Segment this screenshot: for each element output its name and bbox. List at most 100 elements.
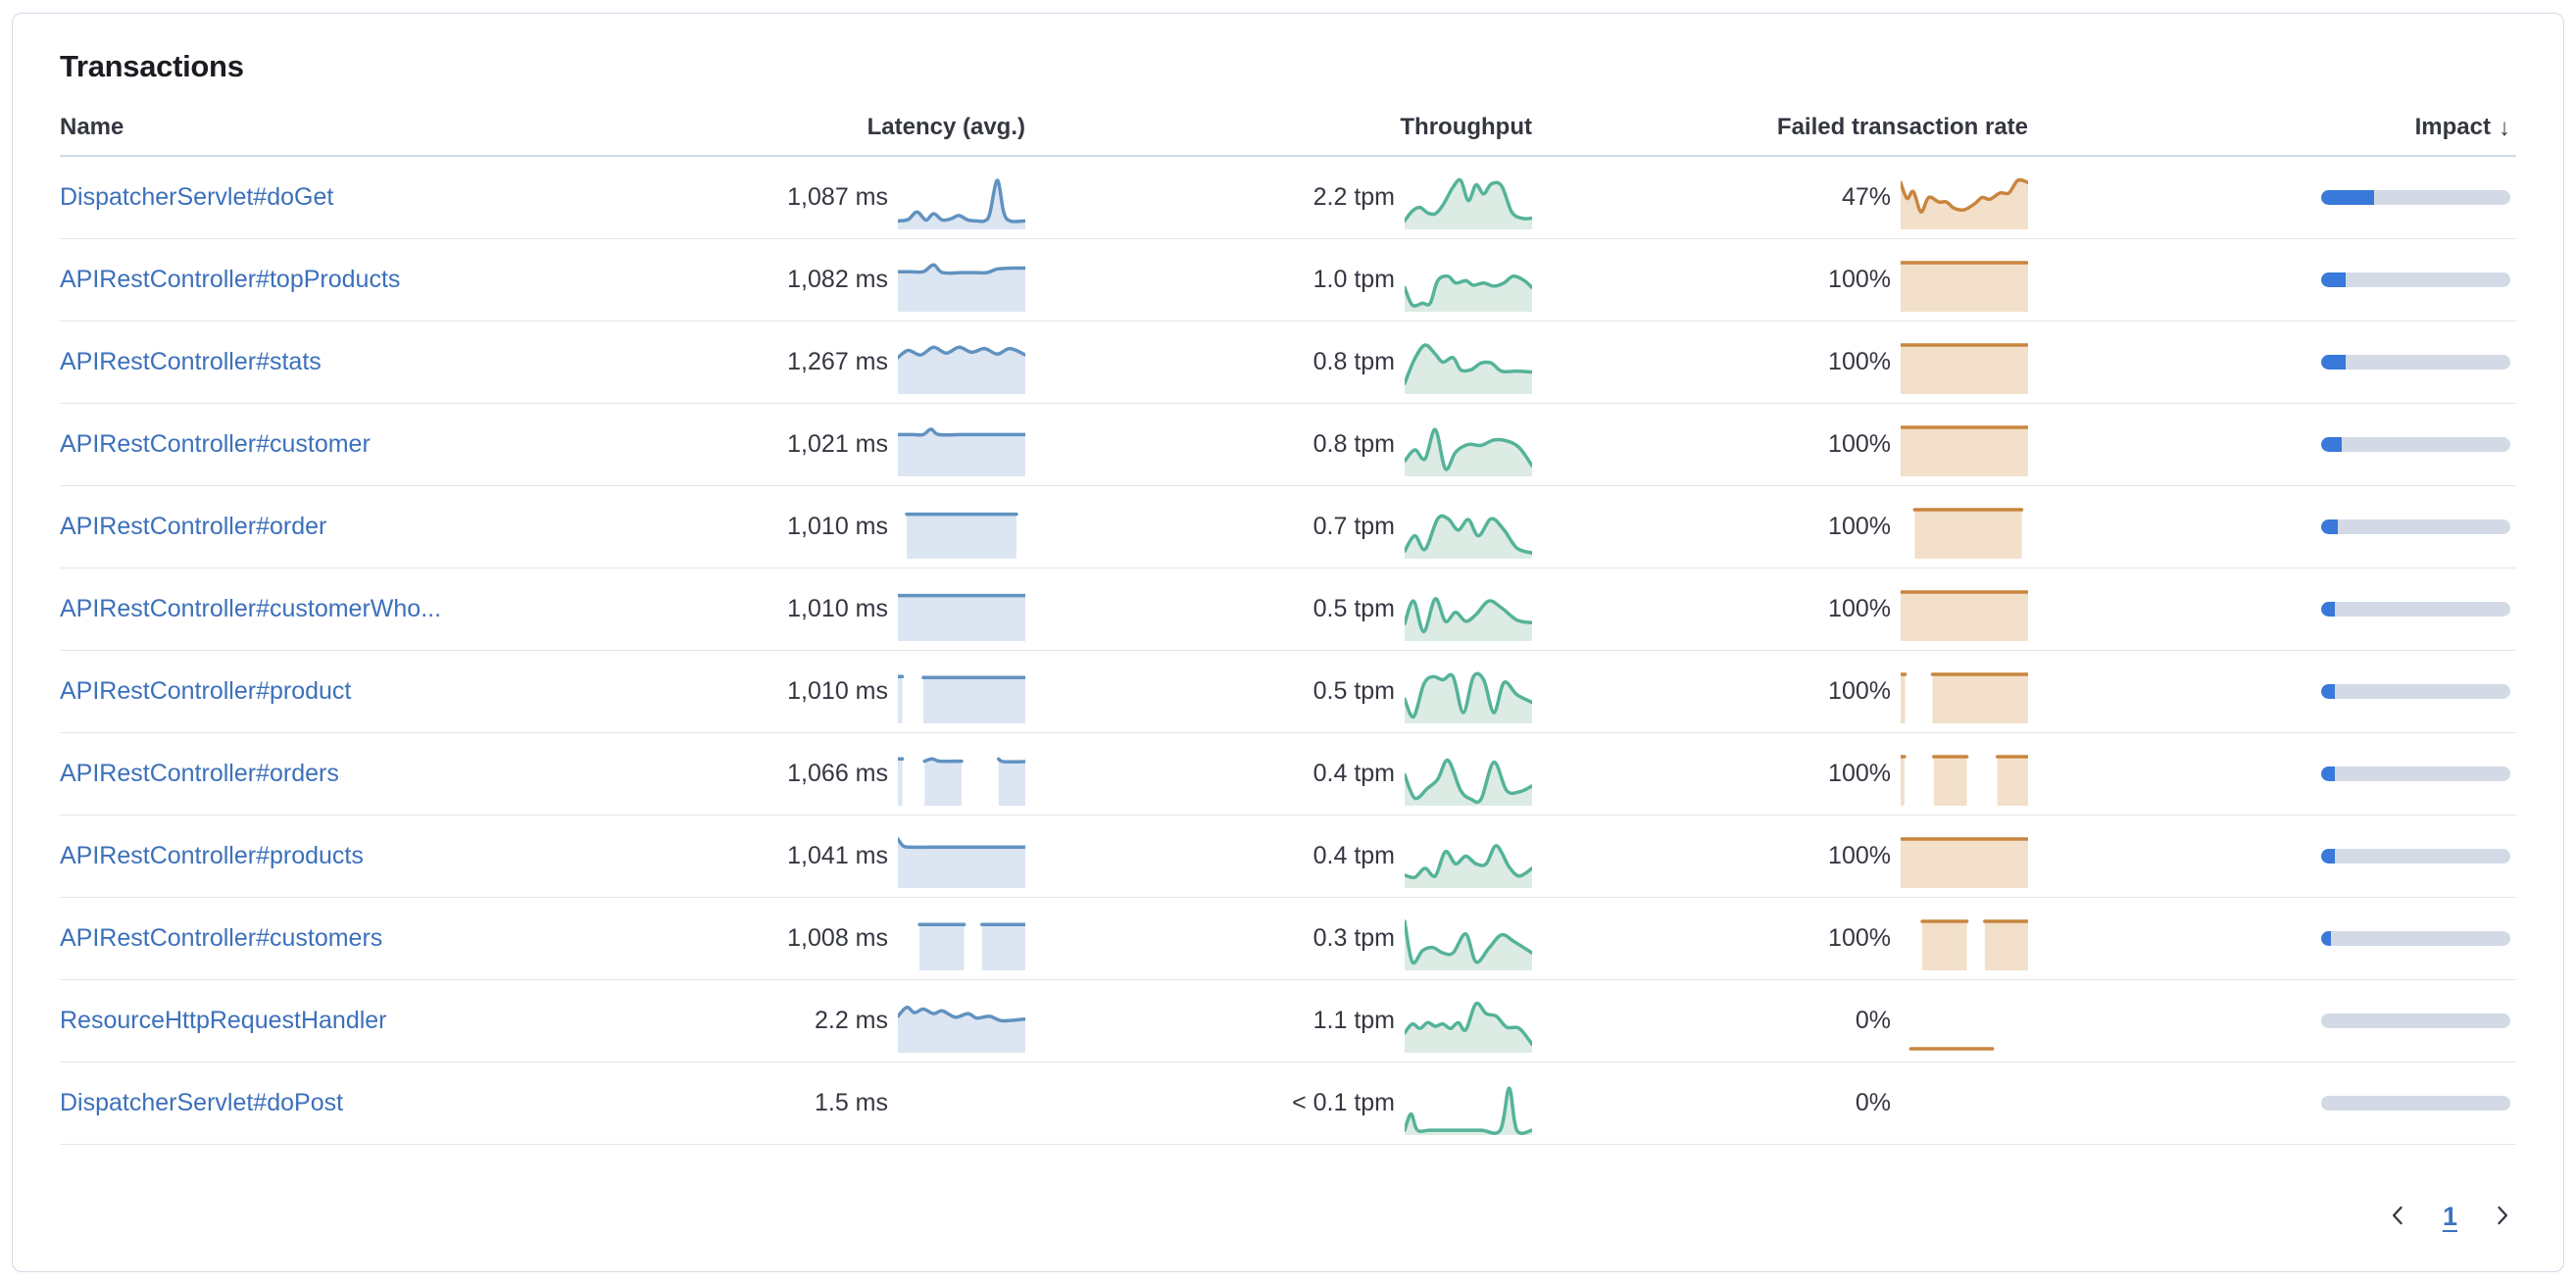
sort-descending-icon: ↓ — [2499, 115, 2510, 141]
impact-bar-fill — [2321, 931, 2331, 946]
throughput-sparkline — [1405, 835, 1532, 888]
table-row: APIRestController#stats 1,267 ms 0.8 tpm… — [60, 321, 2516, 404]
failed-rate-sparkline — [1901, 835, 2028, 888]
column-header-latency[interactable]: Latency (avg.) — [867, 114, 1025, 140]
latency-value: 1.5 ms — [814, 1089, 888, 1116]
table-row: APIRestController#order 1,010 ms 0.7 tpm… — [60, 486, 2516, 568]
impact-bar-track — [2321, 519, 2510, 534]
latency-sparkline — [898, 753, 1025, 806]
transaction-link[interactable]: APIRestController#orders — [60, 760, 339, 787]
throughput-value: 0.8 tpm — [1313, 348, 1395, 375]
impact-bar-fill — [2321, 849, 2335, 864]
impact-bar-track — [2321, 602, 2510, 617]
throughput-sparkline — [1405, 588, 1532, 641]
failed-rate-sparkline — [1901, 670, 2028, 723]
table-row: ResourceHttpRequestHandler 2.2 ms 1.1 tp… — [60, 980, 2516, 1062]
failed-rate-value: 0% — [1855, 1007, 1891, 1034]
column-header-impact[interactable]: Impact ↓ — [2028, 114, 2510, 141]
failed-rate-sparkline — [1901, 1000, 2028, 1053]
transaction-link[interactable]: DispatcherServlet#doGet — [60, 183, 334, 211]
latency-value: 1,010 ms — [787, 677, 888, 705]
table-header: Name Latency (avg.) Throughput Failed tr… — [60, 100, 2516, 157]
failed-rate-value: 100% — [1828, 348, 1891, 375]
impact-bar-fill — [2321, 519, 2339, 534]
transaction-link[interactable]: ResourceHttpRequestHandler — [60, 1007, 387, 1034]
transactions-panel: Transactions Name Latency (avg.) Through… — [12, 13, 2564, 1272]
failed-rate-sparkline — [1901, 423, 2028, 476]
table-row: APIRestController#orders 1,066 ms 0.4 tp… — [60, 733, 2516, 815]
throughput-sparkline — [1405, 423, 1532, 476]
impact-bar-fill — [2321, 355, 2347, 370]
latency-sparkline — [898, 835, 1025, 888]
table-row: DispatcherServlet#doPost 1.5 ms < 0.1 tp… — [60, 1062, 2516, 1145]
transaction-link[interactable]: APIRestController#customerWho... — [60, 595, 442, 622]
latency-sparkline — [898, 506, 1025, 559]
failed-rate-sparkline — [1901, 341, 2028, 394]
failed-rate-value: 100% — [1828, 430, 1891, 458]
throughput-sparkline — [1405, 1000, 1532, 1053]
transaction-link[interactable]: APIRestController#customers — [60, 924, 383, 952]
failed-rate-sparkline — [1901, 506, 2028, 559]
pagination: 1 — [2386, 1189, 2514, 1244]
failed-rate-sparkline — [1901, 917, 2028, 970]
table-row: APIRestController#customers 1,008 ms 0.3… — [60, 898, 2516, 980]
previous-page-button[interactable] — [2386, 1204, 2409, 1230]
transaction-link[interactable]: APIRestController#topProducts — [60, 266, 401, 293]
failed-rate-sparkline — [1901, 588, 2028, 641]
latency-value: 2.2 ms — [814, 1007, 888, 1034]
throughput-value: 2.2 tpm — [1313, 183, 1395, 211]
impact-bar-track — [2321, 931, 2510, 946]
impact-bar-fill — [2321, 190, 2375, 205]
throughput-sparkline — [1405, 506, 1532, 559]
throughput-value: 0.8 tpm — [1313, 430, 1395, 458]
failed-rate-value: 100% — [1828, 842, 1891, 869]
column-header-throughput[interactable]: Throughput — [1400, 114, 1532, 140]
throughput-value: < 0.1 tpm — [1292, 1089, 1395, 1116]
impact-bar-track — [2321, 1096, 2510, 1111]
panel-title: Transactions — [60, 49, 244, 83]
failed-rate-sparkline — [1901, 753, 2028, 806]
transaction-link[interactable]: APIRestController#stats — [60, 348, 322, 375]
table-row: APIRestController#customer 1,021 ms 0.8 … — [60, 404, 2516, 486]
failed-rate-value: 100% — [1828, 513, 1891, 540]
throughput-value: 1.1 tpm — [1313, 1007, 1395, 1034]
latency-sparkline — [898, 341, 1025, 394]
failed-rate-value: 0% — [1855, 1089, 1891, 1116]
failed-rate-sparkline — [1901, 176, 2028, 229]
next-page-button[interactable] — [2491, 1204, 2514, 1230]
table-row: DispatcherServlet#doGet 1,087 ms 2.2 tpm… — [60, 157, 2516, 239]
transaction-link[interactable]: APIRestController#order — [60, 513, 327, 540]
latency-value: 1,008 ms — [787, 924, 888, 952]
impact-bar-track — [2321, 437, 2510, 452]
failed-rate-value: 100% — [1828, 924, 1891, 952]
throughput-value: 0.4 tpm — [1313, 842, 1395, 869]
failed-rate-sparkline — [1901, 1082, 2028, 1135]
throughput-sparkline — [1405, 176, 1532, 229]
failed-rate-value: 100% — [1828, 760, 1891, 787]
throughput-sparkline — [1405, 259, 1532, 312]
transaction-link[interactable]: APIRestController#customer — [60, 430, 371, 458]
failed-rate-value: 100% — [1828, 677, 1891, 705]
latency-value: 1,021 ms — [787, 430, 888, 458]
latency-value: 1,041 ms — [787, 842, 888, 869]
transaction-link[interactable]: APIRestController#products — [60, 842, 364, 869]
chevron-right-icon — [2491, 1204, 2514, 1230]
column-header-name[interactable]: Name — [60, 114, 124, 140]
column-header-failed-rate[interactable]: Failed transaction rate — [1776, 114, 2028, 140]
transaction-link[interactable]: APIRestController#product — [60, 677, 352, 705]
impact-bar-track — [2321, 684, 2510, 699]
throughput-sparkline — [1405, 1082, 1532, 1135]
table-row: APIRestController#product 1,010 ms 0.5 t… — [60, 651, 2516, 733]
impact-bar-track — [2321, 190, 2510, 205]
failed-rate-value: 47% — [1841, 183, 1891, 211]
impact-bar-fill — [2321, 684, 2335, 699]
failed-rate-sparkline — [1901, 259, 2028, 312]
table-row: APIRestController#topProducts 1,082 ms 1… — [60, 239, 2516, 321]
transaction-link[interactable]: DispatcherServlet#doPost — [60, 1089, 344, 1116]
throughput-value: 0.4 tpm — [1313, 760, 1395, 787]
page-number-button[interactable]: 1 — [2442, 1201, 2457, 1231]
column-header-impact-label: Impact — [2414, 114, 2491, 140]
throughput-value: 0.3 tpm — [1313, 924, 1395, 952]
throughput-sparkline — [1405, 341, 1532, 394]
impact-bar-fill — [2321, 272, 2347, 287]
